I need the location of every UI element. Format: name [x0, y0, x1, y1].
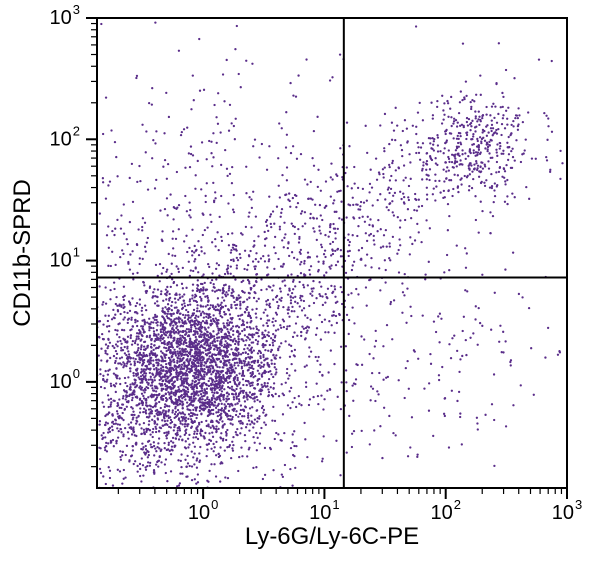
- chart-background: [0, 0, 600, 571]
- scatter-svg: 100101102103100101102103Ly-6G/Ly-6C-PECD…: [0, 0, 600, 571]
- flow-cytometry-scatter: 100101102103100101102103Ly-6G/Ly-6C-PECD…: [0, 0, 600, 571]
- x-axis-title: Ly-6G/Ly-6C-PE: [245, 523, 419, 550]
- y-axis-title: CD11b-SPRD: [9, 179, 36, 327]
